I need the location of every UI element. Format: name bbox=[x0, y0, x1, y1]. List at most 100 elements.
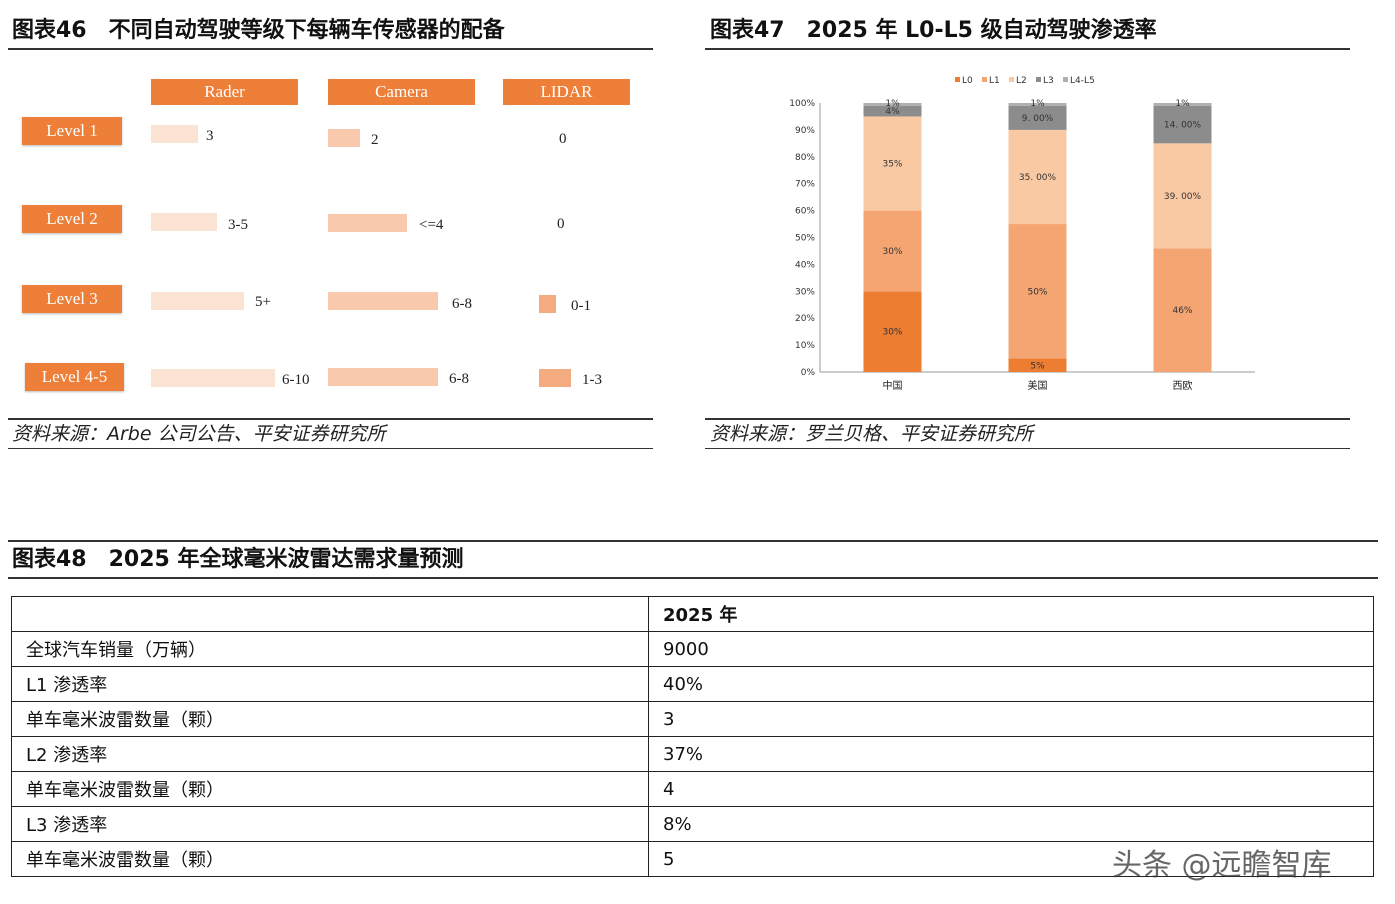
data-label-l1-3: 46% bbox=[1172, 306, 1192, 316]
legend-label-l1: L1 bbox=[989, 76, 1000, 86]
fig48-title-rule bbox=[8, 577, 1378, 579]
bar-l4-l5-3 bbox=[1153, 103, 1212, 106]
fig46-rader-value-level-4-5: 6-10 bbox=[282, 372, 310, 388]
y-tick-label: 10% bbox=[795, 341, 815, 351]
data-label-l2-2: 35. 00% bbox=[1019, 173, 1057, 183]
bar-l0-1 bbox=[863, 291, 922, 372]
data-label-l4-l5-3: 1% bbox=[1175, 99, 1190, 109]
fig46-rader-bar-level-2 bbox=[151, 213, 217, 231]
fig46-camera-bar-level-2 bbox=[328, 214, 407, 232]
fig46-rader-value-level-2: 3-5 bbox=[228, 217, 248, 233]
fig46-source: 资料来源：Arbe 公司公告、平安证券研究所 bbox=[12, 423, 386, 445]
fig46-camera-bar-level-1 bbox=[328, 129, 360, 147]
data-label-l3-1: 4% bbox=[885, 107, 900, 117]
fig46-lidar-bar-level-4-5 bbox=[539, 369, 571, 387]
table-row-label: L3 渗透率 bbox=[11, 806, 649, 842]
table-row-value: 4 bbox=[648, 771, 1374, 807]
x-tick-label: 中国 bbox=[883, 379, 903, 392]
x-tick-label: 美国 bbox=[1028, 379, 1048, 392]
legend-label-l3: L3 bbox=[1043, 76, 1054, 86]
fig46-rader-bar-level-4-5 bbox=[151, 369, 275, 387]
legend-swatch-l2 bbox=[1009, 77, 1014, 82]
fig46-header-rader: Rader bbox=[151, 79, 298, 105]
bar-l4-l5-2 bbox=[1008, 103, 1067, 106]
bar-l3-1 bbox=[863, 105, 922, 117]
table-header-row: 2025 年 bbox=[11, 596, 1374, 632]
table-header-cell-empty bbox=[11, 596, 649, 632]
table-row-label: 单车毫米波雷数量（颗） bbox=[11, 701, 649, 737]
fig48-table: 2025 年 全球汽车销量（万辆） 9000 L1 渗透率 40% 单车毫米波雷… bbox=[11, 596, 1374, 877]
fig46-camera-value-level-3: 6-8 bbox=[452, 296, 472, 312]
y-tick-label: 100% bbox=[789, 99, 815, 109]
table-row-value: 9000 bbox=[648, 631, 1374, 667]
fig46-header-camera: Camera bbox=[328, 79, 475, 105]
y-tick-label: 90% bbox=[795, 126, 815, 136]
bar-l2-1 bbox=[863, 116, 922, 211]
fig47-stacked-bar-chart: L0 L1 L2 L3 L4-L5 0% 10% 20% 30% 40% 50% 60% 70% 80% 9… bbox=[789, 76, 1255, 392]
x-tick-label: 西欧 bbox=[1173, 380, 1193, 392]
legend-label-l4-l5: L4-L5 bbox=[1070, 76, 1095, 86]
table-row: L2 渗透率 37% bbox=[11, 736, 1374, 772]
data-label-l3-3: 14. 00% bbox=[1164, 121, 1202, 131]
fig46-lidar-value-level-2: 0 bbox=[557, 216, 565, 232]
data-label-l4-l5-1: 1% bbox=[885, 99, 900, 109]
legend-swatch-l0 bbox=[955, 77, 960, 82]
fig46-title-rule bbox=[8, 48, 653, 50]
fig46-level-2: Level 2 bbox=[22, 205, 122, 233]
bar-l1-2 bbox=[1008, 224, 1067, 359]
bar-l2-3 bbox=[1153, 143, 1212, 249]
legend-label-l2: L2 bbox=[1016, 76, 1027, 86]
fig47-title: 图表47 2025 年 L0-L5 级自动驾驶渗透率 bbox=[710, 18, 1157, 43]
y-tick-label: 80% bbox=[795, 153, 815, 163]
watermark: 头条 @远瞻智库 bbox=[1112, 848, 1332, 883]
fig47-source: 资料来源：罗兰贝格、平安证券研究所 bbox=[710, 423, 1034, 445]
table-row-label: L1 渗透率 bbox=[11, 666, 649, 702]
table-row: 单车毫米波雷数量（颗） 3 bbox=[11, 701, 1374, 737]
y-tick-label: 50% bbox=[795, 234, 815, 244]
fig46-source-rule-top bbox=[8, 418, 653, 420]
data-label-l2-3: 39. 00% bbox=[1164, 192, 1202, 202]
fig47-source-rule-bottom bbox=[705, 448, 1350, 449]
table-row: L3 渗透率 8% bbox=[11, 806, 1374, 842]
data-label-l2-1: 35% bbox=[882, 160, 902, 170]
table-row: 全球汽车销量（万辆） 9000 bbox=[11, 631, 1374, 667]
fig46-header-lidar: LIDAR bbox=[503, 79, 630, 105]
fig46-camera-bar-level-3 bbox=[328, 292, 438, 310]
fig46-lidar-bar-level-3 bbox=[539, 295, 556, 313]
bar-l2-2 bbox=[1008, 129, 1067, 225]
fig46-level-3: Level 3 bbox=[22, 285, 122, 313]
fig48-title-rule-top bbox=[8, 540, 1378, 542]
data-label-l0-2: 5% bbox=[1030, 361, 1045, 371]
table-row-value: 40% bbox=[648, 666, 1374, 702]
fig46-camera-value-level-1: 2 bbox=[371, 132, 379, 148]
fig46-camera-bar-level-4-5 bbox=[328, 368, 438, 386]
y-tick-label: 70% bbox=[795, 180, 815, 190]
table-row-label: 全球汽车销量（万辆） bbox=[11, 631, 649, 667]
table-row-value: 3 bbox=[648, 701, 1374, 737]
legend-swatch-l3 bbox=[1036, 77, 1041, 82]
fig46-rader-value-level-3: 5+ bbox=[255, 294, 271, 310]
table-row: 单车毫米波雷数量（颗） 5 bbox=[11, 841, 1374, 877]
y-tick-label: 0% bbox=[801, 368, 816, 378]
data-label-l1-2: 50% bbox=[1027, 287, 1047, 297]
fig46-source-rule-bottom bbox=[8, 448, 653, 449]
table-row-value: 5 bbox=[648, 841, 1374, 877]
y-tick-label: 40% bbox=[795, 260, 815, 270]
table-row-value: 8% bbox=[648, 806, 1374, 842]
fig47-title-rule bbox=[705, 48, 1350, 50]
fig46-camera-value-level-2: <=4 bbox=[419, 217, 444, 233]
bar-l4-l5-1 bbox=[863, 103, 922, 106]
bar-l3-2 bbox=[1008, 105, 1067, 130]
table-row: L1 渗透率 40% bbox=[11, 666, 1374, 702]
y-tick-label: 60% bbox=[795, 207, 815, 217]
fig46-lidar-value-level-1: 0 bbox=[559, 131, 567, 147]
data-label-l0-1: 30% bbox=[882, 328, 902, 338]
table-row-label: 单车毫米波雷数量（颗） bbox=[11, 841, 649, 877]
bar-l1-3 bbox=[1153, 248, 1212, 372]
fig46-level-1: Level 1 bbox=[22, 117, 122, 145]
data-label-l4-l5-2: 1% bbox=[1030, 99, 1045, 109]
legend-label-l0: L0 bbox=[962, 76, 973, 86]
fig48-title: 图表48 2025 年全球毫米波雷达需求量预测 bbox=[12, 547, 464, 572]
fig46-lidar-value-level-3: 0-1 bbox=[571, 298, 591, 314]
table-header-cell-year: 2025 年 bbox=[648, 596, 1374, 632]
